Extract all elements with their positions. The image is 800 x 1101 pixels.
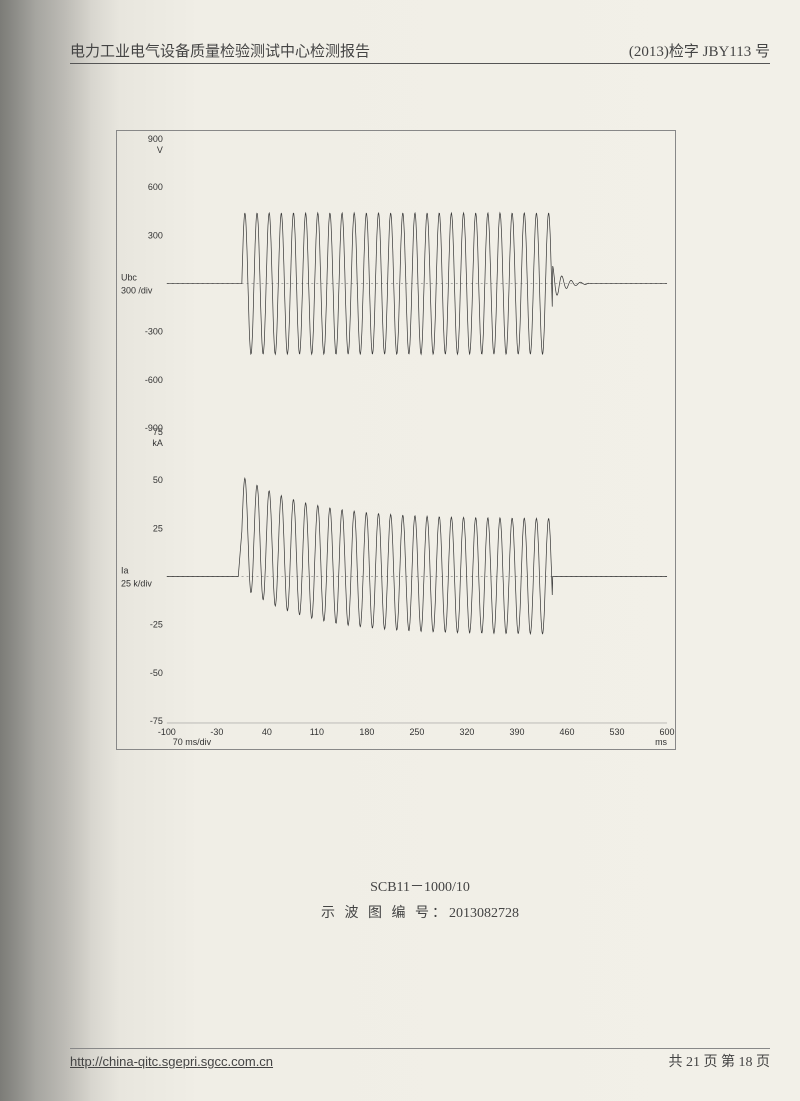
svg-text:300 /div: 300 /div (121, 286, 153, 296)
footer-url: http://china-qitc.sgepri.sgcc.com.cn (70, 1054, 273, 1069)
svg-text:460: 460 (560, 727, 575, 737)
svg-text:50: 50 (153, 475, 163, 485)
svg-text:ms: ms (655, 737, 667, 747)
svg-text:40: 40 (262, 727, 272, 737)
svg-text:-300: -300 (145, 327, 163, 337)
svg-text:-600: -600 (145, 375, 163, 385)
svg-text:600: 600 (660, 727, 675, 737)
chart-svg: -900-600-300300600900VUbc300 /div-75-50-… (117, 131, 675, 749)
caption: SCB11－1000/10 示 波 图 编 号：2013082728 (70, 870, 770, 928)
svg-text:-75: -75 (150, 716, 163, 726)
footer-page: 共 21 页 第 18 页 (669, 1051, 771, 1071)
svg-text:300: 300 (148, 230, 163, 240)
svg-text:25 k/div: 25 k/div (121, 578, 152, 588)
svg-text:-100: -100 (158, 727, 176, 737)
header-doc-no: (2013)检字 JBY113 号 (629, 40, 770, 61)
oscillogram-chart: -900-600-300300600900VUbc300 /div-75-50-… (116, 130, 676, 750)
svg-text:530: 530 (610, 727, 625, 737)
svg-text:600: 600 (148, 182, 163, 192)
svg-text:900: 900 (148, 134, 163, 144)
svg-text:-30: -30 (210, 727, 223, 737)
svg-text:320: 320 (459, 727, 474, 737)
svg-text:25: 25 (153, 523, 163, 533)
svg-text:250: 250 (409, 727, 424, 737)
svg-text:V: V (157, 145, 163, 155)
page-header: 电力工业电气设备质量检验测试中心检测报告 (2013)检字 JBY113 号 (70, 40, 770, 64)
page-footer: http://china-qitc.sgepri.sgcc.com.cn 共 2… (70, 1048, 770, 1071)
caption-model: SCB11－1000/10 (70, 876, 770, 896)
svg-text:75: 75 (153, 427, 163, 437)
svg-text:-50: -50 (150, 668, 163, 678)
svg-text:70 ms/div: 70 ms/div (173, 737, 212, 747)
caption-serial: 示 波 图 编 号：2013082728 (70, 902, 770, 922)
svg-text:110: 110 (310, 727, 324, 737)
header-title: 电力工业电气设备质量检验测试中心检测报告 (70, 40, 370, 61)
svg-text:390: 390 (509, 727, 524, 737)
svg-text:180: 180 (359, 727, 374, 737)
svg-text:Ia: Ia (121, 566, 128, 576)
svg-text:kA: kA (152, 438, 162, 448)
svg-text:-25: -25 (150, 620, 163, 630)
svg-text:Ubc: Ubc (121, 273, 137, 283)
